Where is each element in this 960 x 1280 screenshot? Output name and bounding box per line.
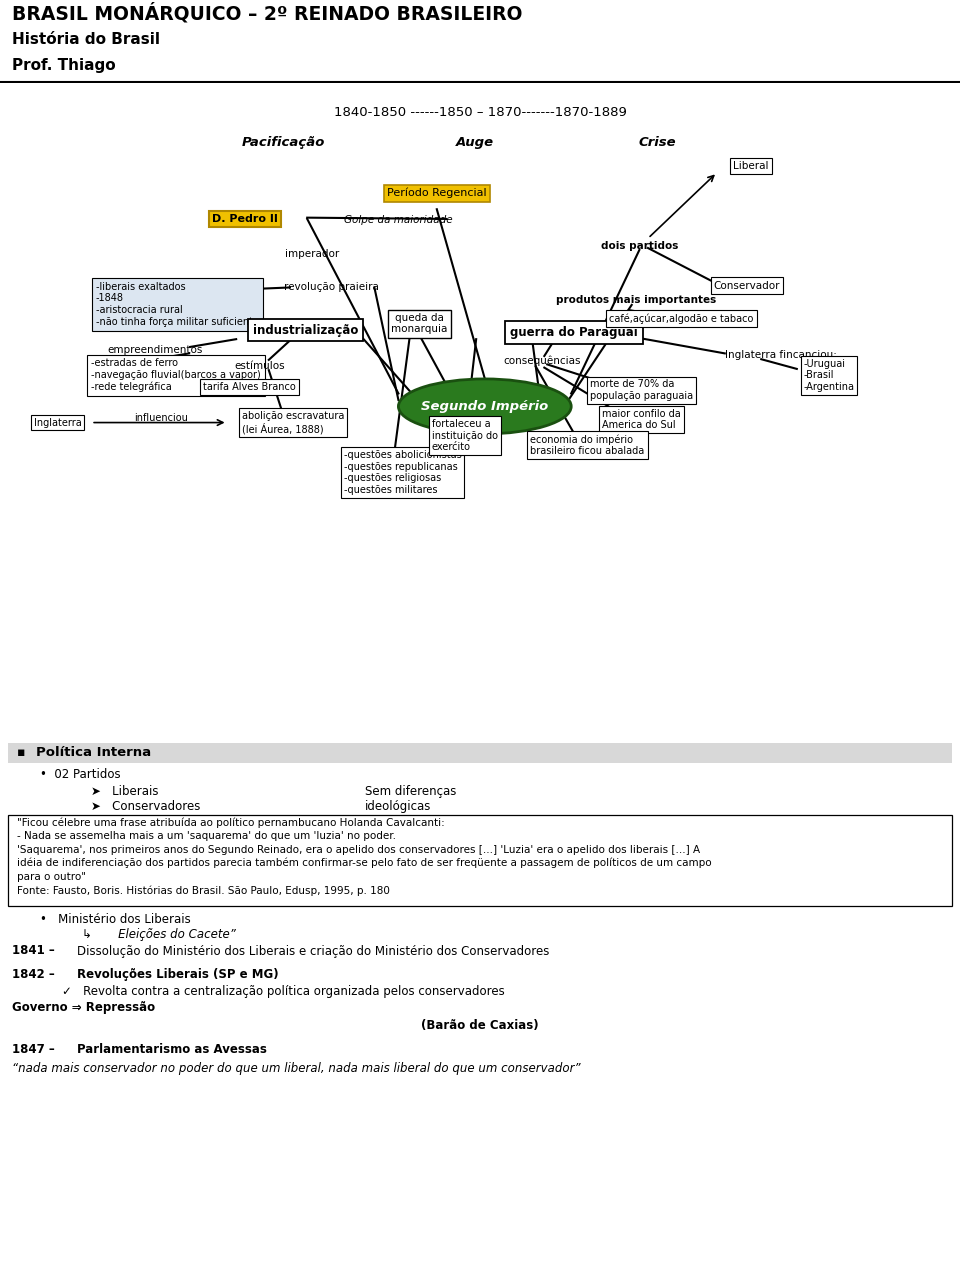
Text: Revoluções Liberais (SP e MG): Revoluções Liberais (SP e MG) — [77, 968, 278, 980]
Text: Segundo Império: Segundo Império — [421, 399, 548, 413]
Text: Prof. Thiago: Prof. Thiago — [12, 58, 116, 73]
FancyBboxPatch shape — [8, 815, 952, 906]
Text: ▪: ▪ — [17, 746, 26, 759]
Ellipse shape — [398, 379, 571, 434]
Text: imperador: imperador — [285, 250, 339, 260]
Text: Período Regencial: Período Regencial — [387, 188, 487, 198]
Text: Parlamentarismo as Avessas: Parlamentarismo as Avessas — [77, 1043, 267, 1056]
Text: Pacificação: Pacificação — [242, 136, 324, 150]
Text: dois partidos: dois partidos — [601, 241, 678, 251]
Text: -Uruguai
-Brasil
-Argentina: -Uruguai -Brasil -Argentina — [804, 358, 854, 392]
Text: revolução praieira: revolução praieira — [284, 282, 378, 292]
Text: consequências: consequências — [504, 356, 581, 366]
Text: Inglaterra: Inglaterra — [34, 417, 82, 428]
Text: empreendimentos: empreendimentos — [108, 344, 204, 355]
Text: produtos mais importantes: produtos mais importantes — [557, 296, 716, 306]
Text: (Barão de Caxias): (Barão de Caxias) — [421, 1019, 539, 1032]
Text: ↳       Eleições do Cacete”: ↳ Eleições do Cacete” — [82, 928, 235, 941]
Text: 1847 –: 1847 – — [12, 1043, 56, 1056]
Text: influenciou: influenciou — [134, 413, 188, 422]
Text: Crise: Crise — [638, 136, 677, 150]
Text: estímulos: estímulos — [234, 361, 284, 371]
Text: D. Pedro II: D. Pedro II — [212, 214, 277, 224]
Text: Governo ⇒ Repressão: Governo ⇒ Repressão — [12, 1001, 156, 1014]
Text: industrialização: industrialização — [252, 324, 358, 337]
Text: "Ficou célebre uma frase atribuída ao político pernambucano Holanda Cavalcanti:
: "Ficou célebre uma frase atribuída ao po… — [17, 818, 712, 896]
Text: Inglaterra fincanciou:: Inglaterra fincanciou: — [725, 349, 837, 360]
Text: História do Brasil: História do Brasil — [12, 32, 160, 46]
Text: ➤   Conservadores: ➤ Conservadores — [91, 800, 201, 813]
Text: ➤   Liberais: ➤ Liberais — [91, 785, 158, 797]
Text: morte de 70% da
população paraguaia: morte de 70% da população paraguaia — [589, 379, 693, 401]
Text: BRASIL MONÁRQUICO – 2º REINADO BRASILEIRO: BRASIL MONÁRQUICO – 2º REINADO BRASILEIR… — [12, 4, 523, 24]
Text: •  02 Partidos: • 02 Partidos — [40, 768, 121, 781]
Text: queda da
monarquia: queda da monarquia — [392, 312, 447, 334]
Text: -liberais exaltados
-1848
-aristocracia rural
-não tinha força militar suficient: -liberais exaltados -1848 -aristocracia … — [96, 282, 259, 326]
Text: 1840-1850 ------1850 – 1870-------1870-1889: 1840-1850 ------1850 – 1870-------1870-1… — [333, 106, 627, 119]
Text: Sem diferenças: Sem diferenças — [365, 785, 456, 797]
FancyBboxPatch shape — [8, 744, 952, 763]
Text: Conservador: Conservador — [713, 280, 780, 291]
Text: 1842 –: 1842 – — [12, 968, 56, 980]
Text: ✓   Revolta contra a centralização política organizada pelos conservadores: ✓ Revolta contra a centralização polític… — [62, 984, 505, 997]
Text: •   Ministério dos Liberais: • Ministério dos Liberais — [40, 913, 191, 925]
Text: “nada mais conservador no poder do que um liberal, nada mais liberal do que um c: “nada mais conservador no poder do que u… — [12, 1061, 581, 1075]
Text: 1841 –: 1841 – — [12, 945, 56, 957]
Text: economia do império
brasileiro ficou abalada: economia do império brasileiro ficou aba… — [530, 434, 645, 456]
Text: café,açúcar,algodão e tabaco: café,açúcar,algodão e tabaco — [610, 314, 754, 324]
Text: Dissolução do Ministério dos Liberais e criação do Ministério dos Conservadore: Dissolução do Ministério dos Liberais e… — [77, 945, 549, 957]
Text: Golpe da maioridade: Golpe da maioridade — [344, 215, 453, 225]
Text: tarifa Alves Branco: tarifa Alves Branco — [204, 381, 296, 392]
Text: maior confilo da
America do Sul: maior confilo da America do Sul — [602, 408, 681, 430]
Text: Política Interna: Política Interna — [36, 746, 152, 759]
Text: -estradas de ferro
-navegação fluvial(barcos a vapor)
-rede telegráfica: -estradas de ferro -navegação fluvial(ba… — [91, 358, 261, 392]
Text: Auge: Auge — [456, 136, 494, 150]
Text: -questões abolicionistas
-questões republicanas
-questões religiosas
-questões m: -questões abolicionistas -questões repub… — [344, 451, 462, 495]
Text: abolição escravatura
(lei Áurea, 1888): abolição escravatura (lei Áurea, 1888) — [242, 411, 344, 434]
Text: ideológicas: ideológicas — [365, 800, 431, 813]
Text: guerra do Paraguai: guerra do Paraguai — [510, 326, 638, 339]
Text: Liberal: Liberal — [733, 161, 768, 172]
Text: fortaleceu a
instituição do
exerćito: fortaleceu a instituição do exerćito — [432, 419, 497, 452]
